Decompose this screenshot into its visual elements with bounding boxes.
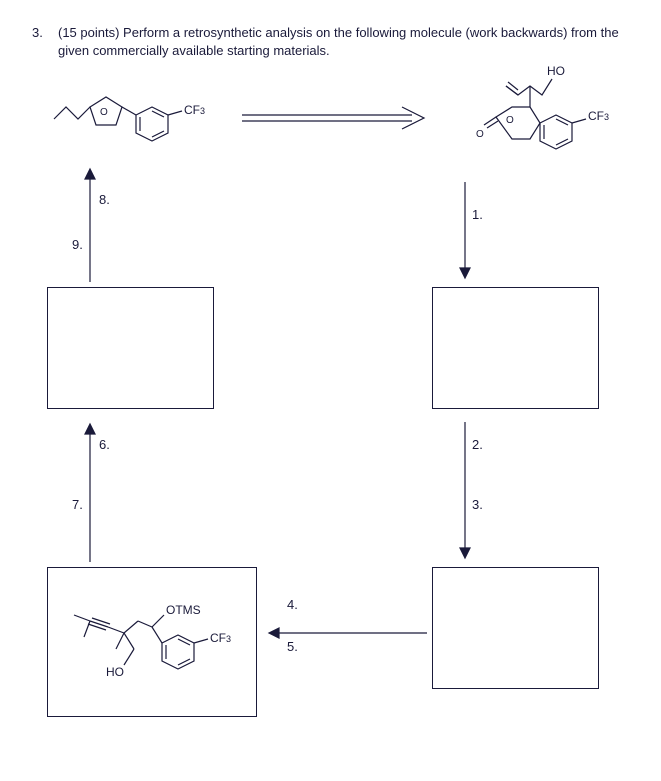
step-5-label: 5. [287, 639, 298, 654]
ho-label-2: HO [106, 665, 124, 679]
intermediate-box-left [47, 287, 214, 409]
step-3-label: 3. [472, 497, 483, 512]
question-number: 3. [32, 24, 48, 59]
molecule-start: O CF3 [52, 77, 232, 147]
step-9-label: 9. [72, 237, 83, 252]
otms-label: OTMS [166, 603, 201, 617]
molecule-sm: OTMS CF3 HO [62, 577, 252, 707]
points: (15 points) [58, 25, 119, 40]
step-6-label: 6. [99, 437, 110, 452]
cf3-label-1: CF3 [184, 103, 205, 117]
step-1-label: 1. [472, 207, 483, 222]
o-atom-1: O [100, 107, 108, 118]
step-8-label: 8. [99, 192, 110, 207]
molecule-target: HO O O [432, 67, 622, 167]
step-7-label: 7. [72, 497, 83, 512]
sm-box-right [432, 567, 599, 689]
arrow-2-3 [458, 422, 472, 562]
o-atom-3: O [476, 129, 484, 140]
ho-label-1: HO [547, 64, 565, 78]
diagram-canvas: O CF3 HO [32, 77, 632, 757]
arrow-6-7 [83, 422, 97, 562]
arrow-1 [458, 182, 472, 282]
qtext: Perform a retrosynthetic analysis on the… [58, 25, 619, 58]
cf3-label-2: CF3 [588, 109, 609, 123]
step-2-label: 2. [472, 437, 483, 452]
cf3-label-3: CF3 [210, 631, 231, 645]
arrow-4-5 [267, 626, 427, 640]
retro-arrow [242, 107, 427, 131]
o-atom-2: O [506, 115, 514, 126]
arrow-8-9 [83, 167, 97, 282]
intermediate-box-right [432, 287, 599, 409]
step-4-label: 4. [287, 597, 298, 612]
question-text: (15 points) Perform a retrosynthetic ana… [58, 24, 629, 59]
